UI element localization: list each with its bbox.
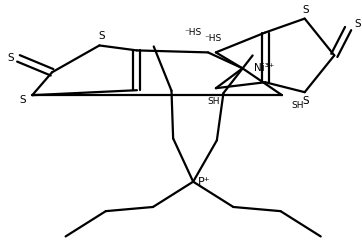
Text: S: S xyxy=(302,5,309,15)
Text: ⁻HS: ⁻HS xyxy=(185,28,202,37)
Text: P⁺: P⁺ xyxy=(198,177,211,187)
Text: Ni³⁺: Ni³⁺ xyxy=(254,63,275,73)
Text: SH: SH xyxy=(208,97,220,106)
Text: S: S xyxy=(7,53,14,63)
Text: SH⁻: SH⁻ xyxy=(292,100,309,110)
Text: S: S xyxy=(355,18,361,28)
Text: ⁻HS: ⁻HS xyxy=(204,34,222,43)
Text: S: S xyxy=(98,32,105,42)
Text: S: S xyxy=(19,95,26,105)
Text: S: S xyxy=(302,96,309,106)
